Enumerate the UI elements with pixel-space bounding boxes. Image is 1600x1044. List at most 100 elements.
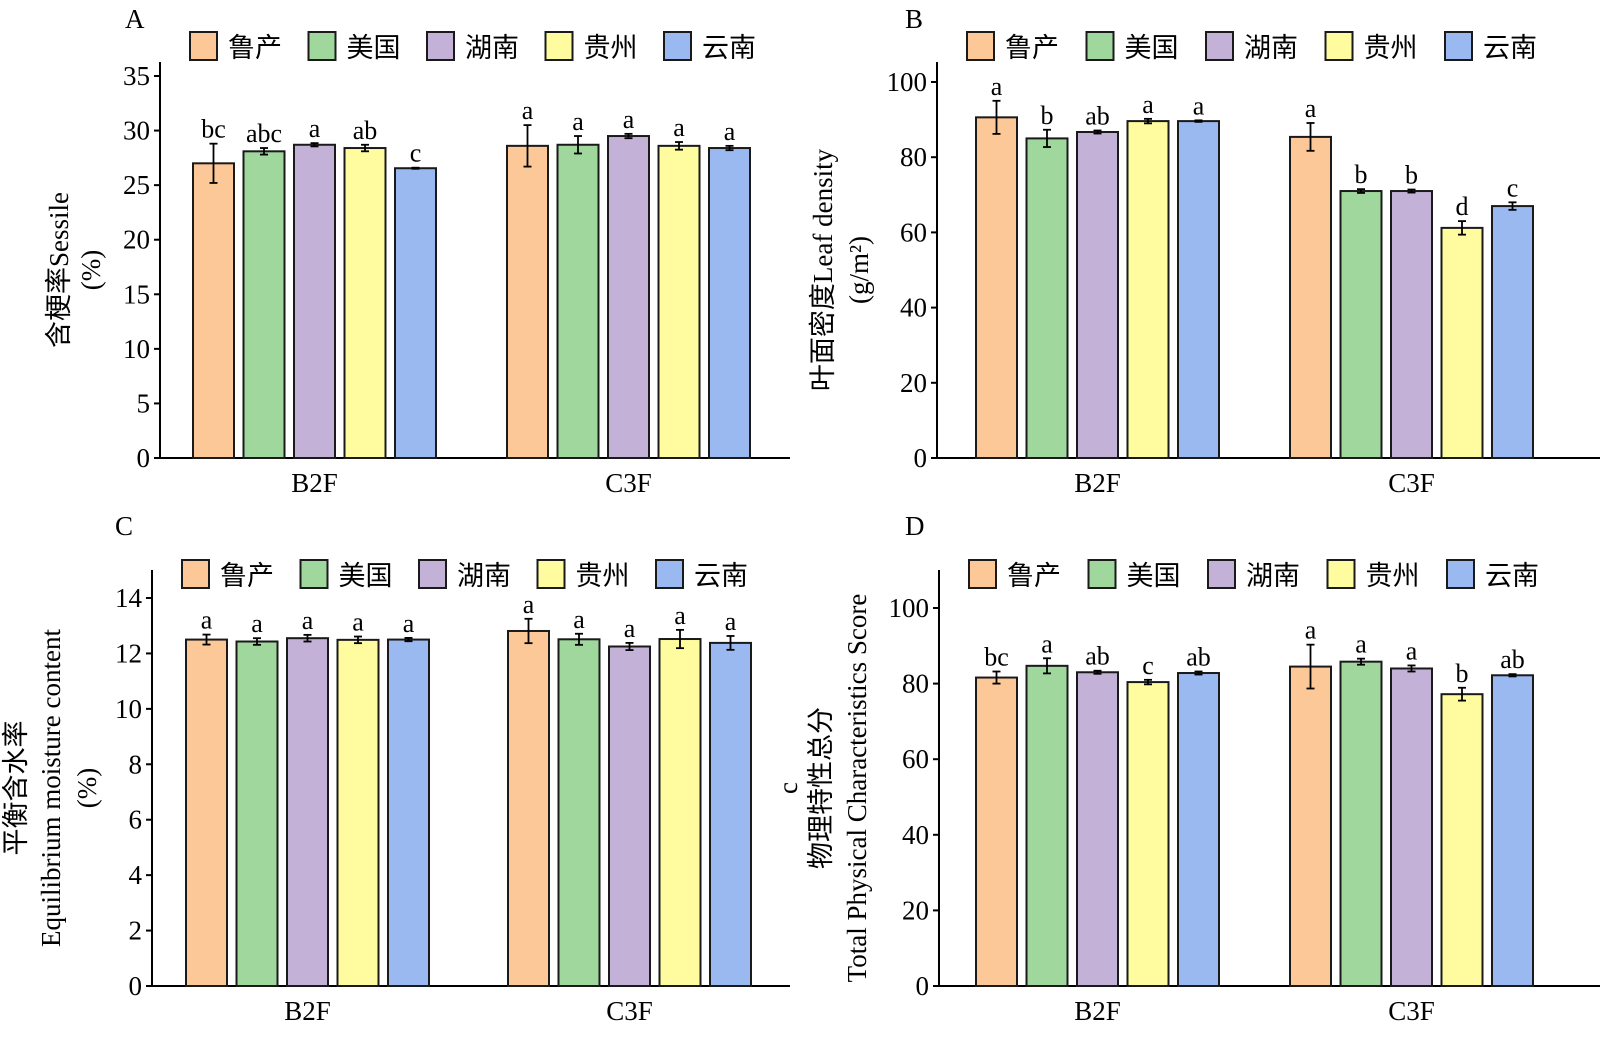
- bar: [658, 638, 702, 987]
- legend-item: 湖南: [1207, 559, 1300, 592]
- legend-label: 贵州: [1366, 561, 1420, 592]
- significance-label: a: [1406, 636, 1418, 665]
- bar: [1390, 667, 1433, 987]
- y-axis-label: (%): [76, 250, 106, 290]
- bar: [235, 640, 279, 987]
- legend-label: 云南: [1485, 561, 1539, 592]
- legend-label: 鲁产: [228, 33, 282, 64]
- y-axis-label: 含梗率Sessile: [44, 192, 74, 348]
- legend-item: 云南: [663, 31, 756, 64]
- legend-label: 湖南: [1244, 33, 1298, 64]
- bar: [293, 143, 336, 459]
- bar: [1076, 131, 1119, 459]
- y-tick-label: 0: [129, 971, 143, 1001]
- y-tick-label: 2: [129, 916, 143, 946]
- bar: [1025, 137, 1069, 459]
- significance-label: abc: [246, 119, 282, 148]
- significance-label: ab: [1186, 643, 1211, 672]
- legend-swatch: [1085, 31, 1115, 61]
- legend-swatch: [189, 31, 218, 61]
- bar: [1440, 693, 1484, 988]
- significance-label: a: [573, 605, 585, 634]
- legend-item: 云南: [1444, 31, 1537, 64]
- legend-label: 美国: [1125, 33, 1179, 64]
- legend-label: 鲁产: [1005, 33, 1059, 64]
- x-tick-label: B2F: [1074, 468, 1121, 498]
- legend-label: 贵州: [576, 561, 630, 592]
- y-axis-label: (%): [72, 768, 102, 808]
- y-tick-label: 5: [137, 388, 151, 418]
- legend-item: 云南: [1446, 559, 1539, 592]
- significance-label: bc: [201, 115, 226, 144]
- legend-label: 美国: [339, 561, 393, 592]
- y-tick-label: 60: [902, 744, 929, 774]
- panel-c: C 0 2 4 6 8 10 12 14 平衡含水率 Equilibrium moisture co…: [1, 511, 790, 1026]
- legend-swatch: [966, 31, 995, 61]
- y-tick-label: 12: [115, 638, 142, 668]
- bar: [1126, 681, 1170, 987]
- significance-label: a: [251, 609, 263, 638]
- y-tick-label: 35: [123, 61, 150, 91]
- x-tick-label: C3F: [606, 996, 653, 1026]
- significance-label: a: [523, 590, 535, 619]
- legend-swatch: [1326, 559, 1356, 589]
- y-tick-label: 8: [129, 749, 143, 779]
- bar: [1126, 120, 1170, 459]
- bar: [394, 167, 437, 459]
- panel-a: A 0 5 10 15 20 25 30 35 含梗率Sessile (%) 鲁产 美国 湖南 贵州 云南 bc…: [44, 4, 790, 498]
- bar: [708, 147, 751, 460]
- legend-swatch: [544, 31, 574, 61]
- significance-label: a: [624, 614, 636, 643]
- significance-label: b: [1041, 101, 1054, 130]
- significance-label: b: [1456, 659, 1469, 688]
- legend-swatch: [418, 559, 447, 589]
- y-tick-label: 80: [900, 142, 927, 172]
- legend-label: 湖南: [1246, 561, 1300, 592]
- legend-label: 云南: [694, 561, 748, 592]
- bar: [709, 641, 752, 987]
- legend-item: 湖南: [1205, 31, 1298, 64]
- bar: [975, 676, 1018, 987]
- bar: [343, 147, 387, 460]
- y-tick-label: 30: [123, 116, 150, 146]
- legend-swatch: [1324, 31, 1354, 61]
- legend-label: 美国: [347, 33, 401, 64]
- significance-label: c: [1142, 651, 1154, 680]
- significance-label: a: [522, 96, 534, 125]
- bar: [1440, 226, 1484, 459]
- legend-swatch: [1444, 31, 1473, 61]
- bar: [336, 638, 380, 987]
- legend-label: 贵州: [1364, 33, 1418, 64]
- legend-swatch: [1205, 31, 1234, 61]
- significance-label: c: [410, 139, 422, 168]
- significance-label: a: [725, 607, 737, 636]
- bar: [607, 135, 650, 459]
- significance-label: ab: [1085, 102, 1110, 131]
- bar: [657, 144, 701, 459]
- significance-label: a: [302, 606, 314, 635]
- bar: [1177, 120, 1220, 459]
- significance-label: c: [1507, 173, 1519, 202]
- bar: [1025, 664, 1069, 987]
- significance-label: a: [352, 608, 364, 637]
- legend-swatch: [1207, 559, 1236, 589]
- bar: [1289, 665, 1332, 988]
- significance-label: d: [1456, 192, 1469, 221]
- significance-label: a: [309, 114, 321, 143]
- legend-item: 贵州: [1324, 31, 1418, 64]
- bar: [608, 645, 651, 987]
- y-tick-label: 40: [900, 293, 927, 323]
- legend-swatch: [1446, 559, 1475, 589]
- x-tick-label: B2F: [284, 996, 331, 1026]
- significance-label: a: [201, 606, 213, 635]
- significance-label: b: [1405, 161, 1418, 190]
- significance-label: a: [1355, 630, 1367, 659]
- x-tick-label: B2F: [1074, 996, 1121, 1026]
- legend-item: 美国: [1087, 559, 1181, 592]
- y-tick-label: 10: [123, 334, 150, 364]
- panel-letter: D: [905, 511, 925, 541]
- legend-item: 美国: [299, 559, 393, 592]
- bar: [1390, 190, 1433, 459]
- legend-swatch: [426, 31, 455, 61]
